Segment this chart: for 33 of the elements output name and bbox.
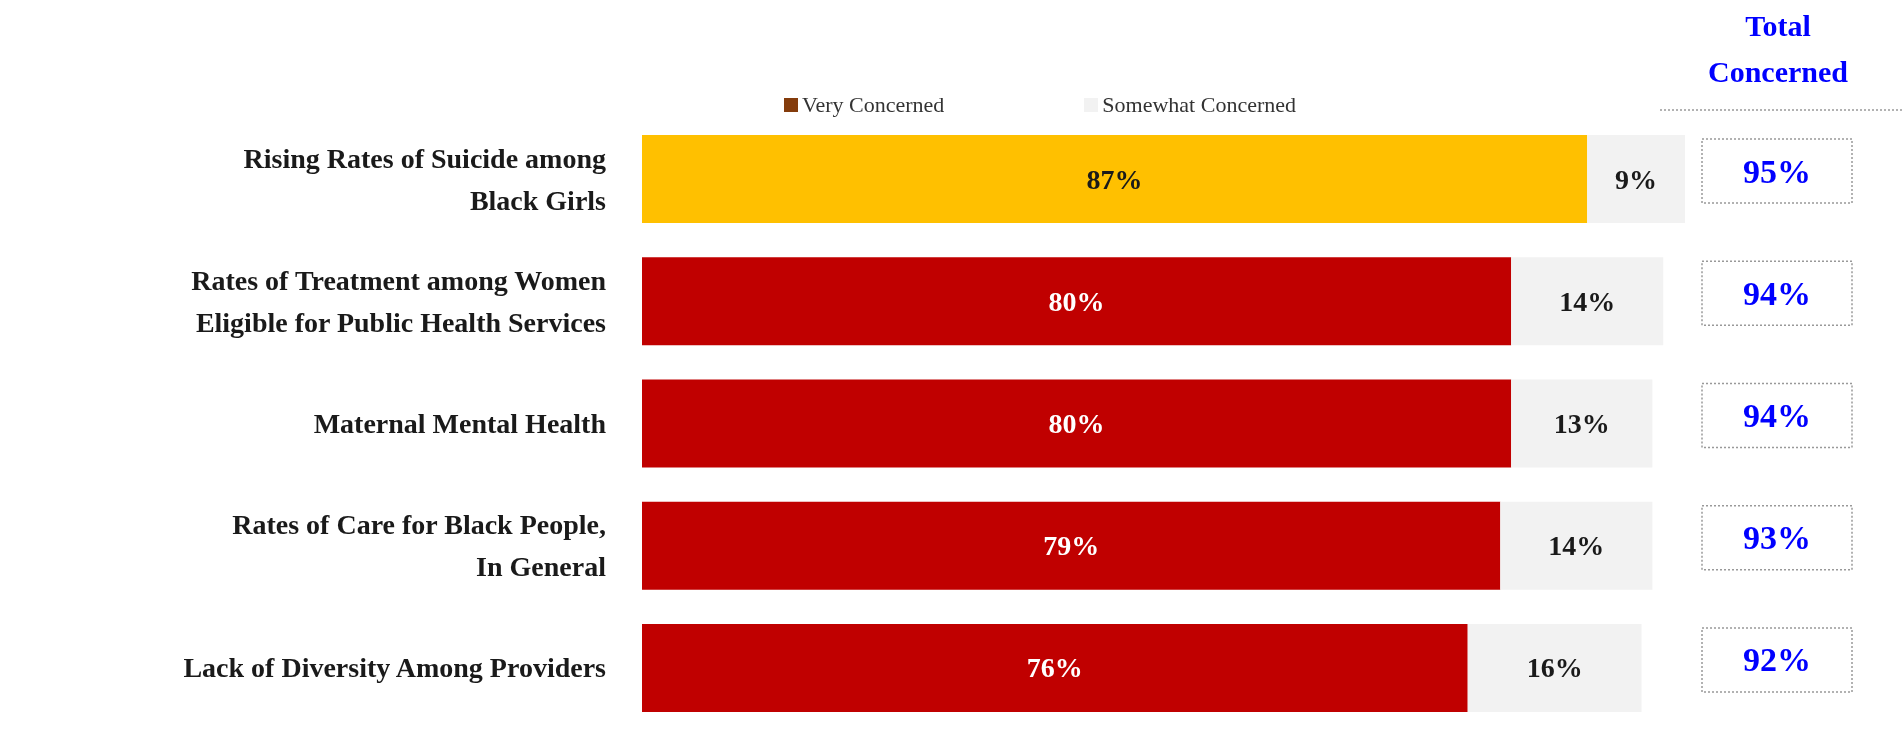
bar (642, 501, 1501, 590)
total-label: 94% (1743, 397, 1811, 434)
data-label: 9% (1615, 163, 1658, 195)
data-label: 79% (1043, 530, 1100, 562)
data-label: 13% (1553, 408, 1610, 439)
data-label: 16% (1526, 652, 1583, 684)
bar (642, 257, 1512, 346)
data-label: 76% (1026, 652, 1083, 684)
data-label: 14% (1559, 285, 1616, 317)
y-tick-label: Rates of Care for Black People, In General (232, 509, 607, 583)
bar (642, 623, 1468, 712)
legend-label: Somewhat Concerned (1102, 92, 1297, 118)
total-label: 92% (1743, 641, 1811, 679)
total-label: 93% (1743, 519, 1811, 557)
series-label: Very Concerned (802, 92, 945, 118)
data-label: 14% (1548, 530, 1605, 562)
bar (642, 135, 1588, 224)
total-label: 95% (1743, 152, 1811, 190)
bar (642, 379, 1512, 468)
data-label: 80% (1048, 285, 1105, 317)
bar (1511, 379, 1653, 468)
data-label: 80% (1048, 408, 1105, 439)
y-tick-label: Maternal Mental Health (313, 408, 607, 439)
bar (1511, 257, 1664, 346)
data-label: 87% (1086, 163, 1143, 195)
y-tick-label: Rates of Treatment among Women Eligible for Public Health Services (191, 264, 607, 338)
y-tick-label: Rising Rates of Suicide among Black Girls (243, 142, 607, 216)
total-label: 94% (1743, 274, 1811, 312)
text: Total Concerned (1708, 8, 1849, 88)
bar (1500, 501, 1653, 590)
bar (1467, 623, 1642, 712)
y-tick-label: Lack of Diversity Among Providers (183, 652, 607, 684)
bar (1587, 135, 1685, 224)
